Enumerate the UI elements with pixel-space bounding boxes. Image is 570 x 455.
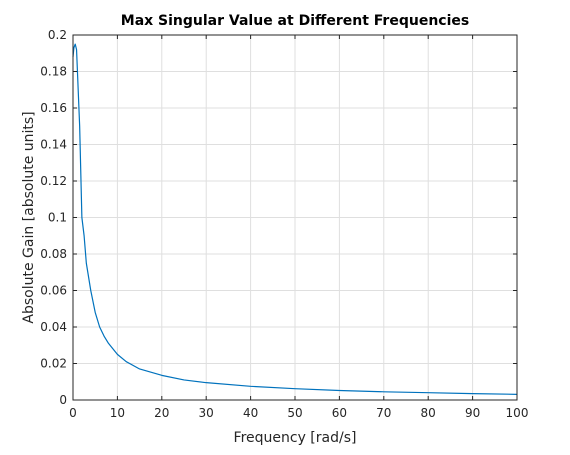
y-tick-label: 0.1 [48, 211, 67, 225]
x-tick-label: 80 [421, 406, 436, 420]
y-tick-labels: 0 0.02 0.04 0.06 0.08 0.1 0.12 0.14 0.16 0.18 0.2 [40, 28, 67, 407]
x-tick-label: 40 [243, 406, 258, 420]
x-tick-label: 90 [465, 406, 480, 420]
x-tick-label: 60 [332, 406, 347, 420]
y-axis-label: Absolute Gain [absolute units] [21, 111, 37, 323]
chart-title: Max Singular Value at Different Frequenc… [121, 13, 469, 29]
x-tick-label: 100 [506, 406, 529, 420]
x-tick-label: 0 [69, 406, 77, 420]
x-tick-labels: 0 10 20 30 40 50 60 70 80 90 100 [69, 406, 528, 420]
y-tick-label: 0.16 [40, 101, 67, 115]
y-tick-label: 0.18 [40, 65, 67, 79]
y-tick-label: 0.08 [40, 247, 67, 261]
y-tick-label: 0.06 [40, 284, 67, 298]
series-layer [72, 43, 518, 395]
x-axis-label: Frequency [rad/s] [234, 430, 357, 446]
x-tick-label: 50 [287, 406, 302, 420]
x-tick-label: 20 [154, 406, 169, 420]
x-tick-label: 30 [199, 406, 214, 420]
y-tick-label: 0 [59, 393, 67, 407]
y-tick-label: 0.12 [40, 174, 67, 188]
y-tick-label: 0.04 [40, 320, 67, 334]
x-tick-label: 10 [110, 406, 125, 420]
x-tick-label: 70 [376, 406, 391, 420]
y-tick-label: 0.2 [48, 28, 67, 42]
y-tick-label: 0.14 [40, 138, 67, 152]
series-line [72, 43, 518, 395]
y-tick-label: 0.02 [40, 357, 67, 371]
ticks [72, 34, 518, 401]
